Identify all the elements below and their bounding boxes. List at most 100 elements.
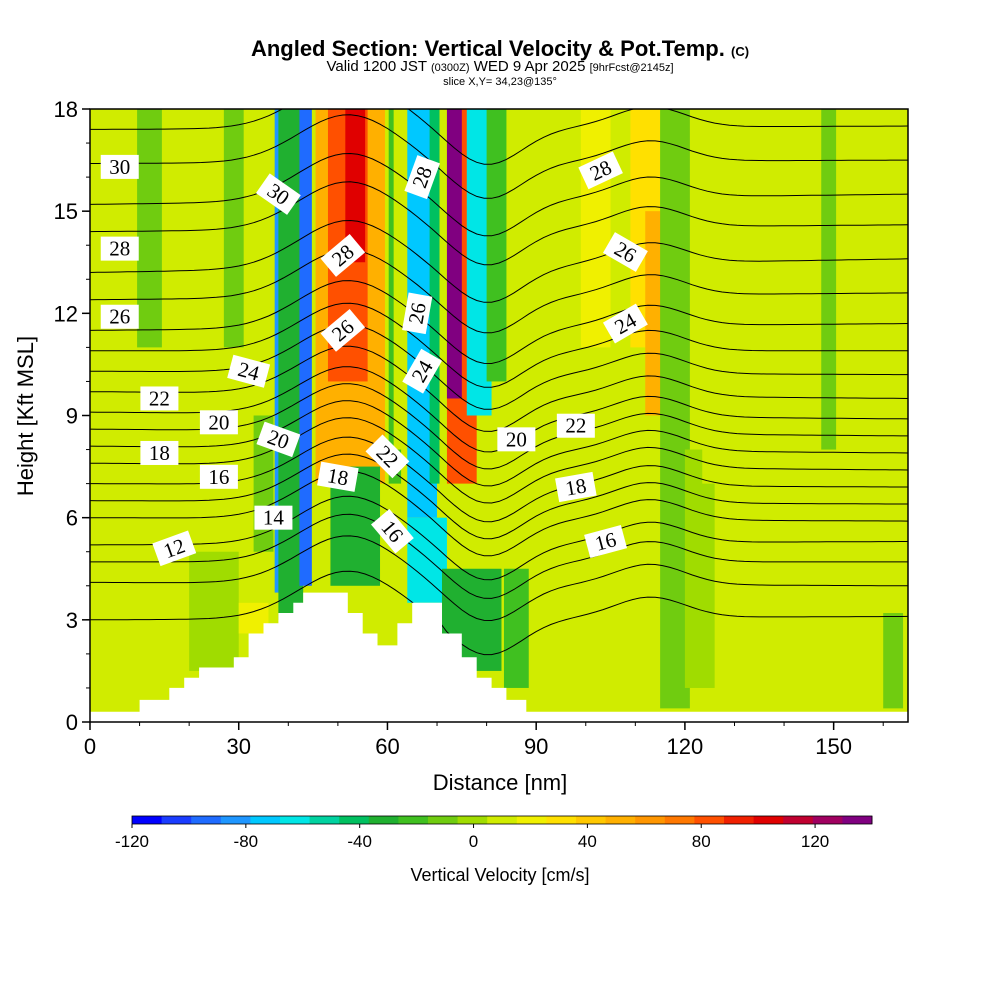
contour-label-box bbox=[256, 421, 301, 458]
subtitle-date: WED 9 Apr 2025 bbox=[473, 58, 586, 75]
velocity-cell bbox=[137, 109, 162, 348]
contour-label-text: 18 bbox=[325, 463, 350, 490]
theta-contour bbox=[90, 513, 908, 599]
contour-label-box bbox=[402, 292, 433, 335]
contour-label-box bbox=[556, 413, 595, 438]
velocity-cell bbox=[189, 551, 239, 671]
velocity-cell bbox=[503, 568, 529, 688]
colorbar-swatch bbox=[516, 816, 547, 824]
contour-label: 16 bbox=[199, 464, 238, 489]
colorbar-swatch bbox=[812, 816, 843, 824]
colorbar-swatch bbox=[220, 816, 251, 824]
colorbar-swatch bbox=[842, 816, 873, 824]
contour-label: 24 bbox=[227, 354, 271, 388]
contour-label-text: 18 bbox=[149, 441, 170, 465]
contour-label-box bbox=[584, 524, 628, 559]
contour-label-text: 20 bbox=[506, 427, 527, 451]
contour-label-text: 28 bbox=[109, 237, 130, 261]
contour-label: 14 bbox=[254, 505, 293, 530]
theta-contour bbox=[90, 570, 908, 656]
theta-contour bbox=[90, 535, 908, 622]
contour-label: 18 bbox=[317, 461, 359, 492]
contour-label-box bbox=[602, 232, 648, 272]
colorbar-swatch bbox=[132, 816, 163, 824]
terrain bbox=[90, 592, 908, 722]
colorbar-tick-label: -120 bbox=[115, 832, 149, 851]
colorbar-swatch bbox=[546, 816, 577, 824]
velocity-cell bbox=[429, 109, 440, 484]
theta-contour bbox=[90, 400, 908, 487]
colorbar-frame bbox=[131, 815, 873, 825]
contour-label-box bbox=[100, 154, 139, 179]
theta-contour bbox=[90, 249, 908, 334]
contour-label-box bbox=[365, 434, 410, 479]
theta-contour bbox=[90, 114, 908, 199]
contour-label-box bbox=[320, 308, 366, 352]
velocity-cell bbox=[818, 619, 839, 709]
contour-label-box bbox=[152, 530, 197, 567]
contour-label: 20 bbox=[199, 410, 238, 435]
colorbar-swatch bbox=[753, 816, 784, 824]
contour-label-text: 20 bbox=[208, 410, 229, 434]
x-tick-label: 120 bbox=[667, 734, 704, 759]
velocity-cell bbox=[684, 449, 715, 688]
velocity-cell bbox=[299, 109, 312, 586]
x-axis-label: Distance [nm] bbox=[433, 770, 568, 795]
contour-label-box bbox=[402, 348, 443, 394]
colorbar: -120 -80 -40 0 40 80 120 bbox=[115, 815, 873, 851]
contour-label-text: 22 bbox=[565, 414, 586, 438]
contour-label-box bbox=[254, 505, 293, 530]
x-tick-label: 30 bbox=[226, 734, 250, 759]
contour-label-box bbox=[100, 236, 139, 261]
colorbar-swatch bbox=[694, 816, 725, 824]
contour-label-text: 30 bbox=[109, 155, 130, 179]
contour-label-box bbox=[578, 151, 623, 190]
contour-label-text: 18 bbox=[563, 473, 588, 500]
contour-label-box bbox=[404, 155, 440, 200]
velocity-cell bbox=[407, 517, 447, 603]
contour-label-box bbox=[227, 354, 271, 388]
theta-contour bbox=[90, 152, 908, 237]
contour-label-box bbox=[199, 410, 238, 435]
contour-label: 28 bbox=[100, 236, 139, 261]
contour-label: 30 bbox=[100, 154, 139, 179]
contour-label: 26 bbox=[100, 304, 139, 329]
slice-info: slice X,Y= 34,23@135° bbox=[443, 76, 557, 88]
velocity-cell bbox=[580, 109, 611, 348]
contour-label: 22 bbox=[140, 386, 179, 411]
contour-label-box bbox=[497, 427, 536, 452]
colorbar-swatch bbox=[576, 816, 607, 824]
y-tick-label: 3 bbox=[66, 608, 78, 633]
colorbar-swatch bbox=[191, 816, 222, 824]
theta-contour bbox=[90, 109, 908, 165]
y-tick-label: 15 bbox=[54, 199, 78, 224]
velocity-cell bbox=[345, 109, 366, 263]
contour-label: 20 bbox=[497, 427, 536, 452]
colorbar-swatch bbox=[280, 816, 311, 824]
contour-label-text: 14 bbox=[263, 506, 285, 530]
colorbar-tick-label: 0 bbox=[469, 832, 478, 851]
contour-label-box bbox=[100, 304, 139, 329]
velocity-cell bbox=[883, 613, 904, 709]
colorbar-label: Vertical Velocity [cm/s] bbox=[410, 865, 589, 885]
colorbar-swatch bbox=[457, 816, 488, 824]
colorbar-tick-label: 120 bbox=[801, 832, 829, 851]
contour-label-text: 22 bbox=[149, 386, 170, 410]
theta-contour bbox=[90, 495, 908, 581]
terrain-profile bbox=[90, 592, 908, 722]
y-tick-label: 18 bbox=[54, 97, 78, 122]
contour-label-box bbox=[320, 234, 366, 277]
colorbar-tick-label: 80 bbox=[692, 832, 711, 851]
x-tick-label: 60 bbox=[375, 734, 399, 759]
contour-label-box bbox=[555, 471, 597, 503]
contour-label-box bbox=[255, 173, 301, 215]
theta-contour bbox=[90, 453, 908, 540]
colorbar-swatch bbox=[664, 816, 695, 824]
colorbar-swatch bbox=[398, 816, 429, 824]
theta-contour bbox=[90, 417, 908, 504]
theta-contour bbox=[90, 219, 908, 303]
contour-label-box bbox=[602, 303, 648, 344]
velocity-cell bbox=[223, 109, 244, 348]
contour-label-box bbox=[140, 386, 179, 411]
colorbar-swatch bbox=[339, 816, 370, 824]
